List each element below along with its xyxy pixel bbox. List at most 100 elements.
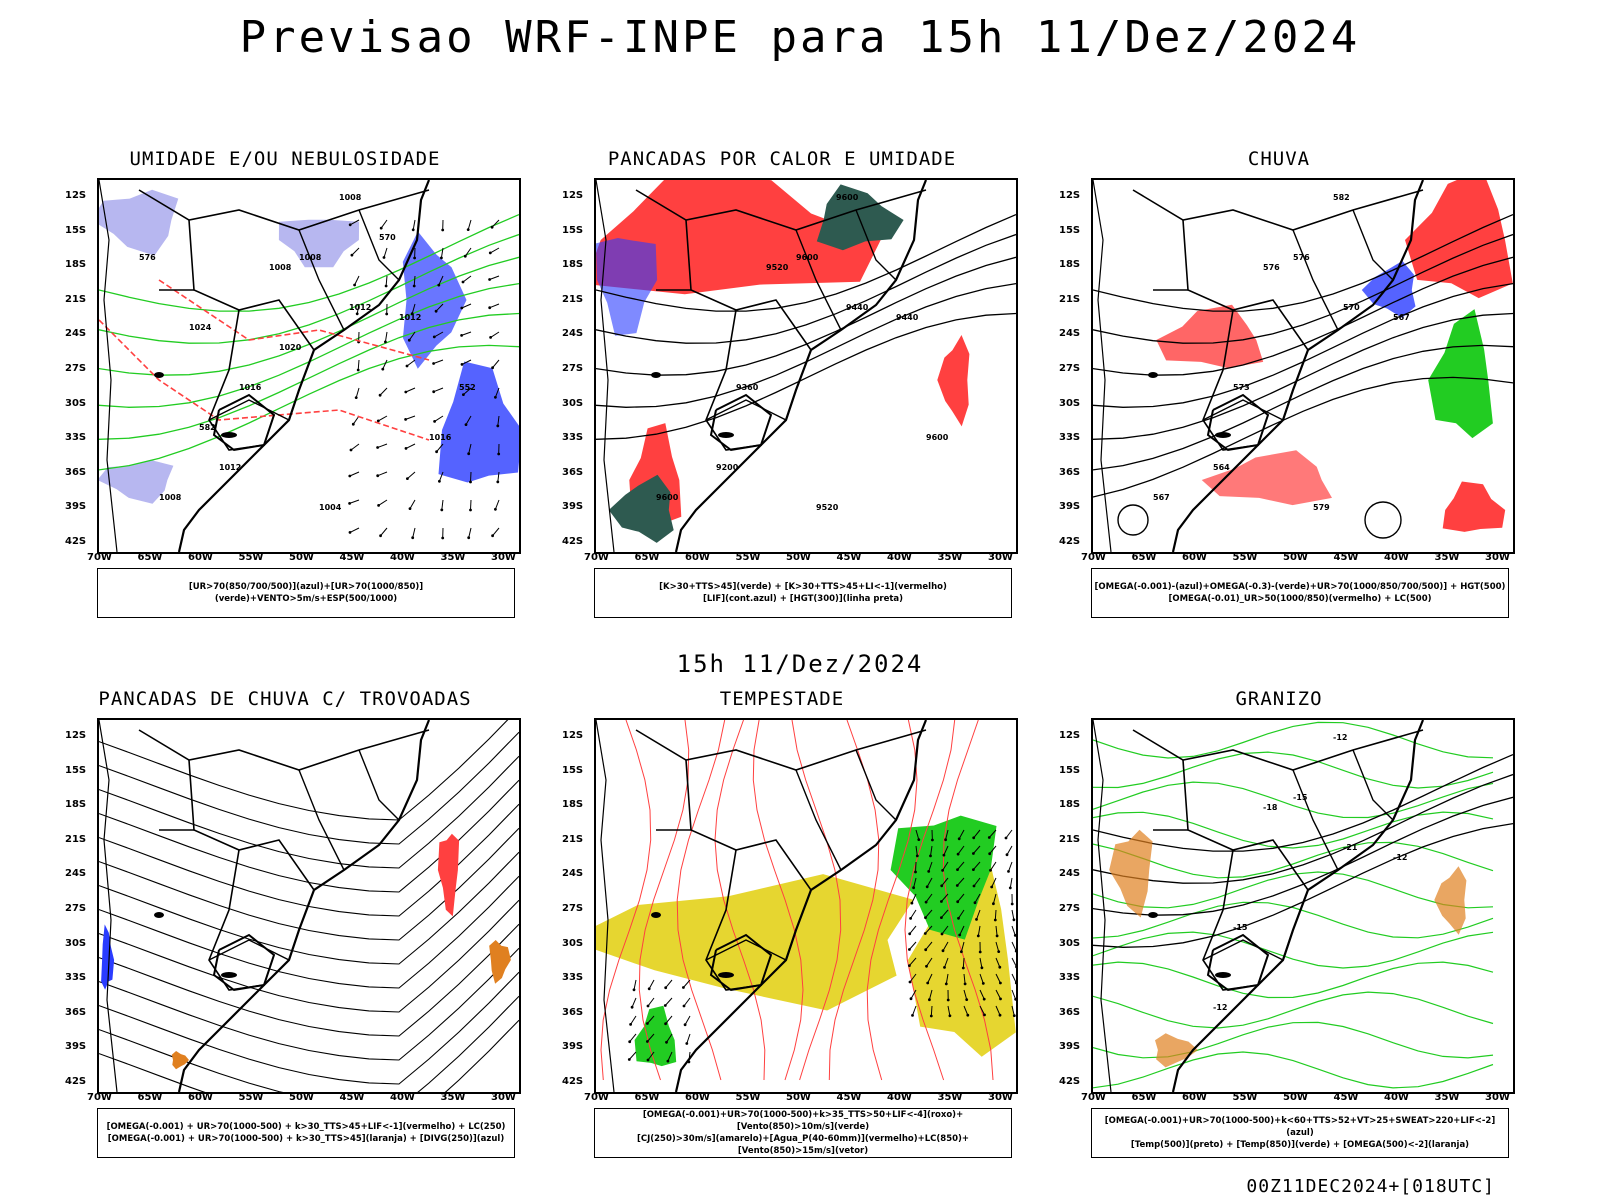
wind-vector [467,528,471,539]
map-svg: 582576576570567573564579567 [1093,180,1513,552]
panel-pancadas_calor: PANCADAS POR CALOR E UMIDADE 12S 15S 18S 21S… [542,148,1022,618]
map-svg: 1008100810081012101210161012100410081016… [99,180,519,552]
map-svg: 9600960095209440944093609200952096009600 [596,180,1016,552]
temperature-contour-green [1093,962,1493,997]
wind-vector [469,500,472,511]
low-center-contour [1118,505,1148,535]
humidity-area-blue [99,190,178,256]
rain-area-red [1202,450,1332,505]
run-time-footer: 00Z11DEC2024+[018UTC] [1246,1176,1495,1197]
contour-label: 9600 [836,193,859,202]
contour-label: 570 [1343,303,1360,312]
rain-area-blue [1362,261,1416,318]
contour-label: -12 [1213,1003,1227,1012]
contour-label: 9360 [736,383,759,392]
latitude-label: 24S [65,328,86,339]
legend-line: [OMEGA(-0.001)+UR>70(1000-500)+k<60+TTS>… [1092,1115,1508,1139]
wind-vector [376,472,387,477]
latitude-label: 33S [65,432,86,443]
wind-vector [348,500,359,505]
panel-legend: [UR>70(850/700/500)](azul)+[UR>70(1000/8… [97,568,515,618]
rain-area-red [1443,482,1506,532]
state-border [189,760,314,890]
instability-area-red [937,335,969,426]
contour-label: 1012 [349,303,371,312]
wind-vector [385,276,388,287]
latitude-label: 42S [65,536,86,547]
latitude-label: 15S [65,765,86,776]
wind-vector [494,500,499,511]
contour-label: 9440 [846,303,869,312]
contour-label: 1012 [219,463,241,472]
legend-line: [OMEGA(-0.001)+UR>70(1000-500)+k>35_TTS>… [595,1109,1011,1133]
panel-granizo: GRANIZO 12S 15S 18S 21S 24S 27S 30S 33S 36S 39S 42S… [1039,688,1519,1158]
wind-vector [440,500,443,511]
latitude-label: 33S [1059,972,1080,983]
contour-label: -18 [1263,803,1278,812]
state-border [686,760,811,890]
contour-label: 1012 [399,313,421,322]
state-border [1293,770,1338,870]
latitude-label: 36S [1059,467,1080,478]
panel-umidade: UMIDADE E/OU NEBULOSIDADE 12S 15S 18S 21S 24S… [45,148,525,618]
wind-vector [353,276,359,286]
wind-vector [384,332,387,343]
lake-marker [154,912,164,918]
state-border [1353,750,1393,820]
contour-label: 567 [1153,493,1170,502]
wind-vector [376,444,387,449]
streamline [99,720,519,820]
state-border [1133,730,1423,770]
latitude-label: 30S [65,938,86,949]
panel-title: PANCADAS POR CALOR E UMIDADE [542,148,1022,170]
omega-area-orange [1109,830,1152,918]
wind-vector [433,416,443,423]
wind-vector [682,980,690,989]
instability-area-green [609,475,674,543]
map-frame: -12 -15 -18 -21 -12 -15 -12 [1091,718,1515,1094]
latitude-label: 21S [562,834,583,845]
panel-chuva: CHUVA 12S 15S 18S 21S 24S 27S 30S 33S 36S 39S 42S 70… [1039,148,1519,618]
wind-vector [1009,878,1012,889]
state-border [1353,210,1393,280]
contour-label: 9520 [816,503,839,512]
streamline [99,924,519,1036]
latitude-label: 24S [65,868,86,879]
streamline [99,732,519,844]
lake-marker [154,372,164,378]
contour-label: 576 [1293,253,1310,262]
legend-line: [K>30+TTS>45](verde) + [K>30+TTS>45+LI<-… [595,581,1011,593]
state-border [359,750,399,820]
contour-label: 582 [199,423,216,432]
wind-vector [664,998,672,1007]
streamline [99,972,519,1084]
contour-label: -21 [1343,843,1358,852]
latitude-label: 15S [562,765,583,776]
wind-vector [377,416,387,422]
map-frame [97,718,521,1094]
lake-marker [718,432,734,438]
latitude-label: 36S [562,467,583,478]
wind-vector [631,998,636,1009]
latitude-label: 24S [1059,868,1080,879]
wind-vector [432,388,443,393]
latitude-label: 18S [562,799,583,810]
latitude-label: 30S [562,938,583,949]
lake-marker [1148,372,1158,378]
contour-label: 1004 [319,503,342,512]
wind-vector [683,998,690,1007]
thickness-contour-red [99,320,429,440]
wind-vector [467,220,471,231]
latitude-label: 27S [65,903,86,914]
panel-legend: [OMEGA(-0.001) + UR>70(1000-500) + k>30_… [97,1108,515,1158]
contour-label: 576 [1263,263,1280,272]
latitude-label: 21S [65,294,86,305]
contour-label: 576 [139,253,156,262]
latitude-label: 21S [65,834,86,845]
contour-label: -15 [1233,923,1248,932]
latitude-label: 12S [65,190,86,201]
latitude-label: 24S [562,328,583,339]
contour-label: -12 [1393,853,1407,862]
latitude-label: 42S [1059,536,1080,547]
wind-vector [1012,974,1016,984]
